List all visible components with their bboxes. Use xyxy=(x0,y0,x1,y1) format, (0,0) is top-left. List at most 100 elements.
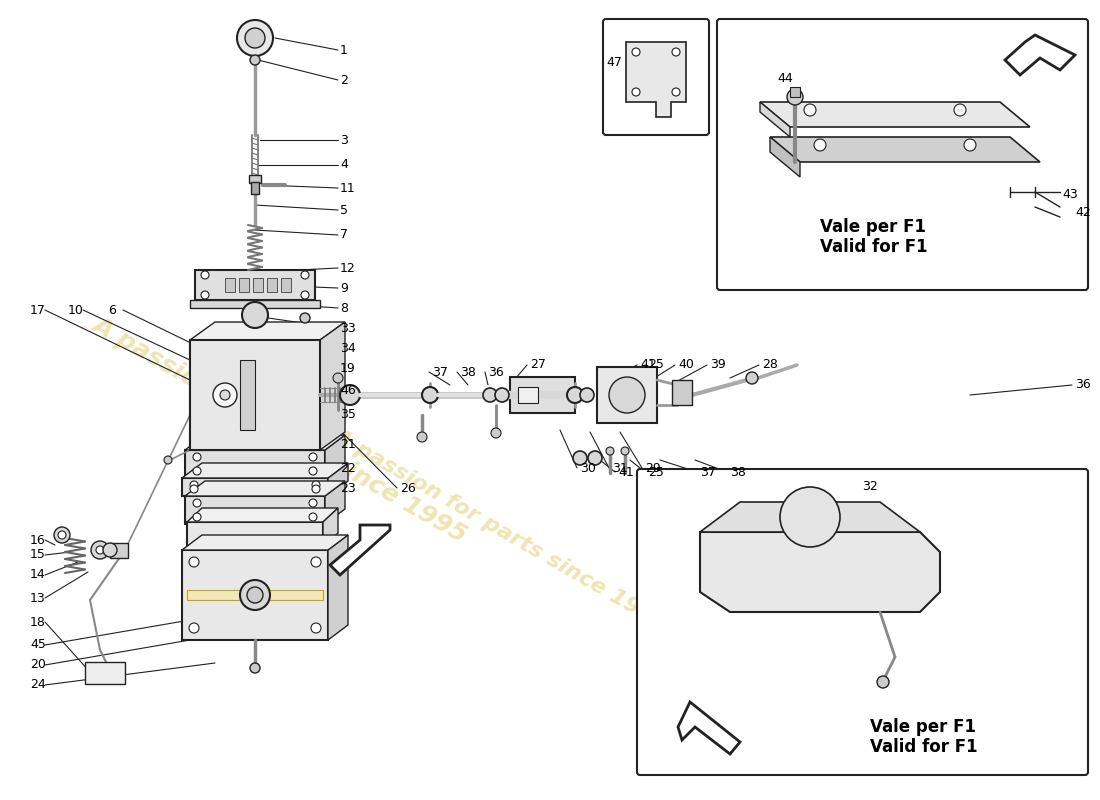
Circle shape xyxy=(189,557,199,567)
Text: 5: 5 xyxy=(340,203,348,217)
Polygon shape xyxy=(328,463,348,496)
Circle shape xyxy=(609,377,645,413)
Polygon shape xyxy=(187,508,338,522)
Bar xyxy=(110,543,128,558)
Text: 16: 16 xyxy=(30,534,46,546)
Text: 36: 36 xyxy=(1075,378,1091,391)
Text: 41: 41 xyxy=(640,358,656,371)
Circle shape xyxy=(103,543,117,557)
Circle shape xyxy=(192,453,201,461)
Polygon shape xyxy=(700,532,940,612)
Circle shape xyxy=(780,487,840,547)
Text: 29: 29 xyxy=(645,462,661,474)
Polygon shape xyxy=(760,102,790,137)
Text: 43: 43 xyxy=(1062,189,1078,202)
Text: 35: 35 xyxy=(340,409,356,422)
Circle shape xyxy=(621,447,629,455)
Text: 39: 39 xyxy=(710,358,726,371)
Bar xyxy=(790,87,800,97)
Text: 7: 7 xyxy=(340,229,348,242)
Circle shape xyxy=(417,432,427,442)
Text: 25: 25 xyxy=(648,358,664,371)
Circle shape xyxy=(91,541,109,559)
Bar xyxy=(253,278,263,292)
Polygon shape xyxy=(770,137,1040,162)
Circle shape xyxy=(301,271,309,279)
Circle shape xyxy=(213,383,236,407)
Circle shape xyxy=(250,55,260,65)
Circle shape xyxy=(189,623,199,633)
Circle shape xyxy=(491,428,501,438)
Bar xyxy=(190,340,320,450)
Text: 23: 23 xyxy=(340,482,355,494)
Circle shape xyxy=(340,385,360,405)
Bar xyxy=(195,270,315,300)
Text: 12: 12 xyxy=(340,262,355,274)
Circle shape xyxy=(192,467,201,475)
Circle shape xyxy=(164,456,172,464)
Text: 34: 34 xyxy=(340,342,355,354)
Circle shape xyxy=(311,557,321,567)
Bar xyxy=(185,450,324,478)
Text: Vale per F1
Valid for F1: Vale per F1 Valid for F1 xyxy=(870,718,978,757)
Text: 37: 37 xyxy=(432,366,448,378)
Polygon shape xyxy=(182,535,348,550)
Text: 28: 28 xyxy=(762,358,778,371)
Polygon shape xyxy=(678,702,740,754)
Circle shape xyxy=(312,485,320,493)
Polygon shape xyxy=(320,322,345,450)
Text: 44: 44 xyxy=(778,71,793,85)
Text: 18: 18 xyxy=(30,615,46,629)
Circle shape xyxy=(312,481,320,489)
Circle shape xyxy=(606,447,614,455)
Circle shape xyxy=(309,499,317,507)
Circle shape xyxy=(301,291,309,299)
Circle shape xyxy=(877,676,889,688)
Text: 2: 2 xyxy=(340,74,348,86)
Text: 26: 26 xyxy=(400,482,416,494)
Text: 11: 11 xyxy=(340,182,355,194)
Text: 33: 33 xyxy=(340,322,355,334)
Polygon shape xyxy=(182,463,348,478)
Text: 17: 17 xyxy=(30,303,46,317)
Bar xyxy=(187,590,323,600)
Circle shape xyxy=(422,387,438,403)
Text: A passion for parts since 1995: A passion for parts since 1995 xyxy=(89,313,472,547)
Bar xyxy=(510,377,575,413)
Polygon shape xyxy=(626,42,686,117)
Bar xyxy=(597,367,657,423)
Polygon shape xyxy=(323,508,338,547)
Circle shape xyxy=(786,89,803,105)
Polygon shape xyxy=(700,502,920,532)
Circle shape xyxy=(192,499,201,507)
FancyBboxPatch shape xyxy=(603,19,710,135)
Bar xyxy=(190,300,320,308)
Circle shape xyxy=(96,546,104,554)
Text: 20: 20 xyxy=(30,658,46,671)
Text: 45: 45 xyxy=(30,638,46,651)
Text: 3: 3 xyxy=(340,134,348,146)
Circle shape xyxy=(632,48,640,56)
Polygon shape xyxy=(185,481,345,496)
Circle shape xyxy=(192,513,201,521)
Circle shape xyxy=(672,88,680,96)
Bar xyxy=(187,522,323,547)
Text: 14: 14 xyxy=(30,569,46,582)
Circle shape xyxy=(201,271,209,279)
Circle shape xyxy=(236,20,273,56)
Circle shape xyxy=(746,372,758,384)
Circle shape xyxy=(566,387,583,403)
Circle shape xyxy=(309,453,317,461)
FancyBboxPatch shape xyxy=(637,469,1088,775)
Text: 25: 25 xyxy=(648,466,664,478)
Text: 21: 21 xyxy=(340,438,355,451)
Text: 42: 42 xyxy=(1075,206,1091,218)
Text: 6: 6 xyxy=(108,303,115,317)
Text: 30: 30 xyxy=(580,462,596,474)
Bar xyxy=(240,360,255,430)
Circle shape xyxy=(54,527,70,543)
Bar xyxy=(672,380,692,405)
Text: 47: 47 xyxy=(606,57,621,70)
Circle shape xyxy=(250,663,260,673)
Text: 40: 40 xyxy=(678,358,694,371)
